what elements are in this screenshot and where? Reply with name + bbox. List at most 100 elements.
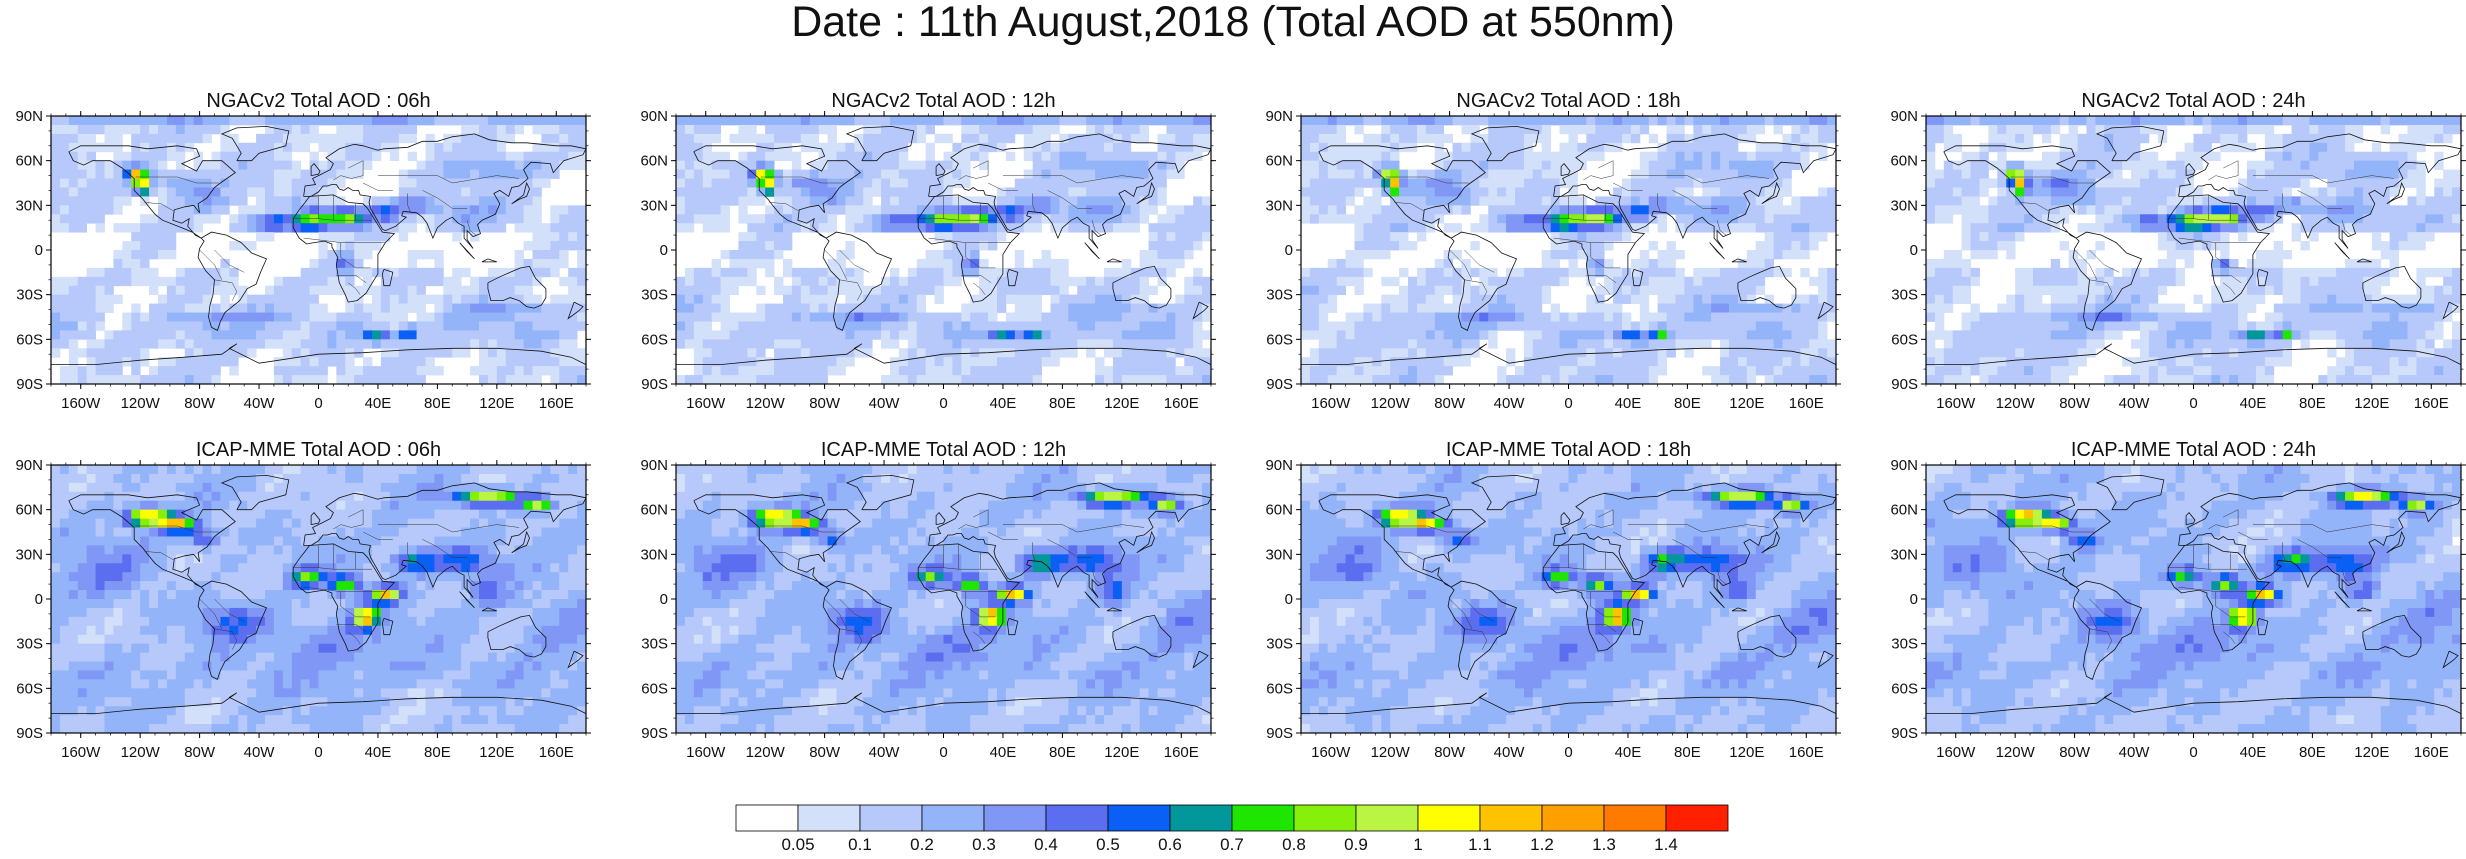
lon-tick-label: 80W	[809, 395, 841, 412]
lat-tick-label: 90N	[1890, 457, 1918, 474]
panel-title: NGACv2 Total AOD : 18h	[1456, 90, 1680, 112]
lat-tick-label: 30N	[1265, 197, 1293, 214]
lon-tick-label: 0	[939, 395, 947, 412]
colorbar-swatch	[1046, 805, 1108, 831]
lat-tick-label: 30N	[1890, 197, 1918, 214]
map-svg: NGACv2 Total AOD : 18h90N60N30N030S60S90…	[1255, 88, 1865, 418]
lon-tick-label: 80E	[2299, 744, 2326, 761]
panel-title: ICAP-MME Total AOD : 12h	[821, 439, 1066, 461]
lon-tick-label: 40W	[1494, 395, 1526, 412]
lat-tick-label: 90S	[16, 376, 43, 393]
map-svg: ICAP-MME Total AOD : 12h90N60N30N030S60S…	[630, 437, 1240, 767]
colorbar-swatch	[1480, 805, 1542, 831]
lon-tick-label: 120W	[1371, 395, 1411, 412]
colorbar-label: 0.4	[1034, 835, 1058, 854]
lon-tick-label: 160W	[61, 395, 101, 412]
colorbar-label: 0.9	[1344, 835, 1368, 854]
lon-tick-label: 80E	[1674, 744, 1701, 761]
lon-tick-label: 160W	[686, 744, 726, 761]
colorbar-swatch	[922, 805, 984, 831]
lon-tick-label: 40W	[869, 744, 901, 761]
lat-tick-label: 0	[1910, 242, 1918, 259]
lon-tick-label: 40W	[1494, 744, 1526, 761]
lat-tick-label: 0	[660, 591, 668, 608]
lon-tick-label: 80E	[1049, 744, 1076, 761]
colorbar-swatch	[798, 805, 860, 831]
lat-tick-label: 90N	[15, 457, 43, 474]
lon-tick-label: 80E	[1674, 395, 1701, 412]
colorbar-swatch	[1542, 805, 1604, 831]
lon-tick-label: 40E	[365, 395, 392, 412]
lat-tick-label: 60N	[15, 502, 43, 519]
colorbar-label: 1.1	[1468, 835, 1492, 854]
colorbar-label: 0.5	[1096, 835, 1120, 854]
colorbar-label: 1.4	[1654, 835, 1678, 854]
colorbar-label: 1.3	[1592, 835, 1616, 854]
colorbar-label: 0.05	[781, 835, 814, 854]
colorbar-label: 1	[1413, 835, 1422, 854]
panel-title: ICAP-MME Total AOD : 18h	[1446, 439, 1691, 461]
lat-tick-label: 60S	[641, 331, 668, 348]
lon-tick-label: 160W	[1311, 395, 1351, 412]
lon-tick-label: 0	[1564, 395, 1572, 412]
lon-tick-label: 160E	[2414, 395, 2449, 412]
aod-field	[51, 465, 586, 733]
lon-tick-label: 0	[2189, 395, 2197, 412]
lat-tick-label: 30S	[1266, 636, 1293, 653]
map-svg: ICAP-MME Total AOD : 18h90N60N30N030S60S…	[1255, 437, 1865, 767]
lon-tick-label: 160W	[1936, 744, 1976, 761]
colorbar-label: 0.8	[1282, 835, 1306, 854]
lat-tick-label: 30N	[15, 197, 43, 214]
lon-tick-label: 160E	[1164, 395, 1199, 412]
lon-tick-label: 40E	[1615, 395, 1642, 412]
lon-tick-label: 0	[2189, 744, 2197, 761]
lat-tick-label: 60N	[15, 153, 43, 170]
lat-tick-label: 90S	[641, 725, 668, 742]
lon-tick-label: 120W	[1996, 744, 2036, 761]
lon-tick-label: 160E	[1164, 744, 1199, 761]
lon-tick-label: 80W	[809, 744, 841, 761]
lat-tick-label: 30S	[641, 636, 668, 653]
colorbar-swatch	[860, 805, 922, 831]
lon-tick-label: 80E	[424, 744, 451, 761]
lon-tick-label: 160W	[61, 744, 101, 761]
lon-tick-label: 0	[939, 744, 947, 761]
colorbar-label: 0.7	[1220, 835, 1244, 854]
aod-field	[1301, 116, 1836, 384]
colorbar-swatch	[736, 805, 798, 831]
lon-tick-label: 160E	[2414, 744, 2449, 761]
lat-tick-label: 60S	[1891, 680, 1918, 697]
lat-tick-label: 30N	[1890, 546, 1918, 563]
lon-tick-label: 80E	[424, 395, 451, 412]
figure-title: Date : 11th August,2018 (Total AOD at 55…	[0, 0, 2466, 44]
lat-tick-label: 90N	[640, 457, 668, 474]
lon-tick-label: 40W	[2119, 395, 2151, 412]
colorbar-swatch	[1294, 805, 1356, 831]
lon-tick-label: 160E	[539, 744, 574, 761]
lat-tick-label: 60N	[1265, 153, 1293, 170]
aod-field	[1926, 116, 2461, 384]
colorbar-swatch	[1356, 805, 1418, 831]
lat-tick-label: 60N	[640, 502, 668, 519]
lon-tick-label: 120W	[121, 395, 161, 412]
lat-tick-label: 30S	[16, 636, 43, 653]
lon-tick-label: 160E	[1789, 744, 1824, 761]
map-svg: ICAP-MME Total AOD : 24h90N60N30N030S60S…	[1880, 437, 2466, 767]
colorbar-label: 0.6	[1158, 835, 1182, 854]
lat-tick-label: 60N	[1890, 153, 1918, 170]
lat-tick-label: 0	[1285, 242, 1293, 259]
aod-field	[676, 116, 1211, 384]
lat-tick-label: 0	[35, 591, 43, 608]
lat-tick-label: 30S	[1266, 287, 1293, 304]
panel-title: NGACv2 Total AOD : 12h	[831, 90, 1055, 112]
lat-tick-label: 30S	[1891, 287, 1918, 304]
colorbar-swatch	[1108, 805, 1170, 831]
lat-tick-label: 30S	[641, 287, 668, 304]
lon-tick-label: 80W	[2059, 395, 2091, 412]
lon-tick-label: 0	[314, 395, 322, 412]
